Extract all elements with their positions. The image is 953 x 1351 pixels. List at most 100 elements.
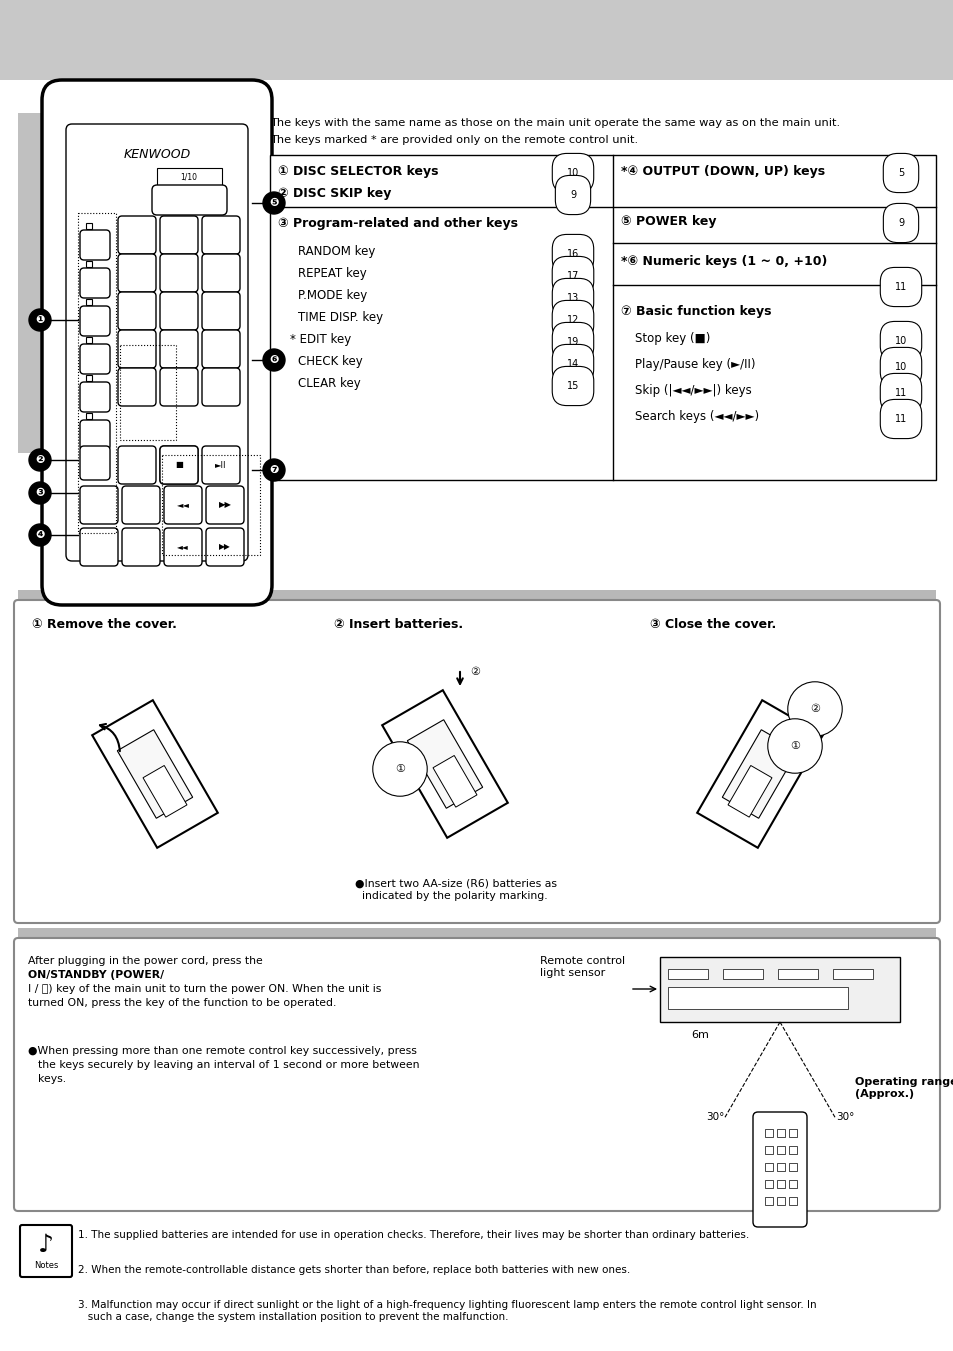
- Text: 2. When the remote-controllable distance gets shorter than before, replace both : 2. When the remote-controllable distance…: [78, 1265, 630, 1275]
- Bar: [776, 1163, 784, 1171]
- Text: turned ON, press the key of the function to be operated.: turned ON, press the key of the function…: [28, 998, 336, 1008]
- FancyBboxPatch shape: [118, 367, 156, 407]
- Polygon shape: [92, 700, 217, 848]
- Text: ③ Program-related and other keys: ③ Program-related and other keys: [277, 218, 517, 230]
- Text: 30°: 30°: [835, 1112, 853, 1121]
- Circle shape: [29, 309, 51, 331]
- FancyBboxPatch shape: [80, 528, 118, 566]
- FancyBboxPatch shape: [206, 486, 244, 524]
- Text: 6m: 6m: [690, 1029, 708, 1040]
- Text: –: –: [890, 282, 896, 292]
- Bar: [788, 1146, 796, 1154]
- Text: Skip (|◄◄/►►|) keys: Skip (|◄◄/►►|) keys: [635, 384, 751, 397]
- Text: ■: ■: [175, 461, 183, 470]
- Bar: [788, 1179, 796, 1188]
- FancyBboxPatch shape: [80, 382, 110, 412]
- Text: 3. Malfunction may occur if direct sunlight or the light of a high-frequency lig: 3. Malfunction may occur if direct sunli…: [78, 1300, 816, 1321]
- Bar: [86, 336, 91, 343]
- FancyBboxPatch shape: [14, 938, 939, 1210]
- Text: ●When pressing more than one remote control key successively, press: ●When pressing more than one remote cont…: [28, 1046, 416, 1056]
- Bar: [659, 957, 899, 1021]
- FancyBboxPatch shape: [206, 528, 244, 566]
- Bar: [776, 1179, 784, 1188]
- Text: –: –: [562, 336, 568, 347]
- Text: ⑦ Basic function keys: ⑦ Basic function keys: [620, 305, 771, 317]
- Bar: [764, 1179, 772, 1188]
- Polygon shape: [382, 690, 507, 838]
- Bar: [0, 1220, 953, 1350]
- Text: –: –: [890, 413, 896, 424]
- FancyBboxPatch shape: [202, 292, 240, 330]
- FancyBboxPatch shape: [118, 216, 156, 254]
- Text: 30°: 30°: [705, 1112, 723, 1121]
- Text: 16: 16: [566, 249, 578, 259]
- Bar: [18, 928, 935, 942]
- Text: P.MODE key: P.MODE key: [297, 289, 367, 303]
- Text: –: –: [562, 272, 568, 281]
- Polygon shape: [721, 730, 797, 819]
- FancyBboxPatch shape: [202, 216, 240, 254]
- Text: Operating range
(Approx.): Operating range (Approx.): [854, 1077, 953, 1098]
- Bar: [86, 413, 91, 419]
- Text: 1. The supplied batteries are intended for use in operation checks. Therefore, t: 1. The supplied batteries are intended f…: [78, 1229, 748, 1240]
- FancyBboxPatch shape: [118, 292, 156, 330]
- Text: ❺: ❺: [269, 199, 278, 208]
- Text: Stop key (■): Stop key (■): [635, 332, 710, 345]
- Text: ① DISC SELECTOR keys: ① DISC SELECTOR keys: [277, 165, 438, 178]
- Text: –: –: [890, 362, 896, 372]
- Text: the keys securely by leaving an interval of 1 second or more between: the keys securely by leaving an interval…: [38, 1061, 419, 1070]
- Text: keys.: keys.: [38, 1074, 66, 1084]
- Bar: [764, 1163, 772, 1171]
- FancyBboxPatch shape: [80, 486, 118, 524]
- Text: 19: 19: [566, 336, 578, 347]
- FancyBboxPatch shape: [152, 185, 227, 215]
- Text: –: –: [562, 381, 568, 390]
- FancyBboxPatch shape: [160, 330, 198, 367]
- Text: ◄◄: ◄◄: [176, 500, 190, 509]
- Text: ② Insert batteries.: ② Insert batteries.: [334, 617, 462, 631]
- FancyBboxPatch shape: [202, 367, 240, 407]
- Text: ♪: ♪: [38, 1233, 54, 1256]
- Text: *④ OUTPUT (DOWN, UP) keys: *④ OUTPUT (DOWN, UP) keys: [620, 165, 824, 178]
- Text: ①: ①: [789, 740, 800, 751]
- Bar: [86, 376, 91, 381]
- Text: –: –: [890, 168, 896, 178]
- FancyBboxPatch shape: [80, 230, 110, 259]
- Bar: [86, 261, 91, 267]
- Circle shape: [29, 524, 51, 546]
- Circle shape: [29, 482, 51, 504]
- Text: 11: 11: [894, 388, 906, 399]
- Text: ●Insert two AA-size (R6) batteries as
  indicated by the polarity marking.: ●Insert two AA-size (R6) batteries as in…: [355, 880, 557, 901]
- Text: ①: ①: [395, 765, 405, 774]
- Text: –: –: [890, 336, 896, 346]
- FancyBboxPatch shape: [160, 446, 198, 484]
- Text: 9: 9: [569, 190, 576, 200]
- Text: –: –: [562, 293, 568, 303]
- Bar: [667, 988, 847, 1009]
- Polygon shape: [697, 700, 821, 848]
- Text: ❼: ❼: [269, 465, 278, 476]
- Polygon shape: [407, 720, 482, 808]
- FancyBboxPatch shape: [80, 267, 110, 299]
- Bar: [18, 113, 46, 453]
- Text: ❷: ❷: [35, 455, 45, 465]
- Bar: [722, 969, 762, 979]
- FancyBboxPatch shape: [80, 345, 110, 374]
- Bar: [764, 1146, 772, 1154]
- FancyBboxPatch shape: [122, 486, 160, 524]
- Text: ① Remove the cover.: ① Remove the cover.: [32, 617, 176, 631]
- FancyBboxPatch shape: [80, 420, 110, 450]
- Text: REPEAT key: REPEAT key: [297, 267, 366, 280]
- Text: ❹: ❹: [35, 530, 45, 540]
- FancyBboxPatch shape: [20, 1225, 71, 1277]
- Text: ❸: ❸: [35, 488, 45, 499]
- Text: The keys with the same name as those on the main unit operate the same way as on: The keys with the same name as those on …: [270, 118, 840, 128]
- FancyBboxPatch shape: [160, 292, 198, 330]
- Bar: [162, 455, 260, 555]
- Text: After plugging in the power cord, press the: After plugging in the power cord, press …: [28, 957, 266, 966]
- Bar: [18, 590, 935, 604]
- FancyBboxPatch shape: [160, 216, 198, 254]
- Bar: [120, 345, 175, 440]
- Text: Remote control
light sensor: Remote control light sensor: [539, 957, 624, 978]
- FancyBboxPatch shape: [14, 600, 939, 923]
